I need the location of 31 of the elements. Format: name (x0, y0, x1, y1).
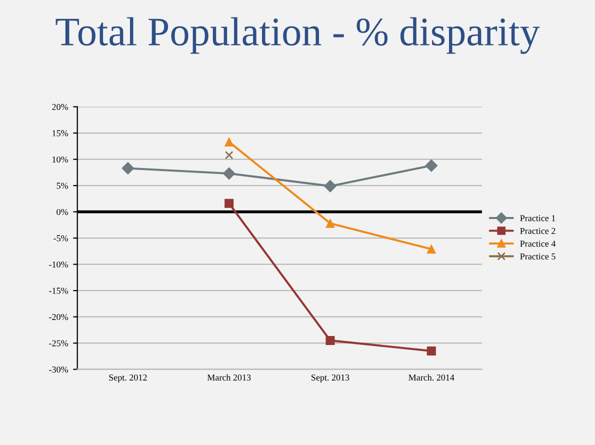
point (224, 198, 234, 208)
y-tick-label: 20% (52, 104, 68, 110)
y-tick-label: -10% (49, 261, 68, 268)
y-tick-label: 5% (56, 182, 68, 189)
point (224, 150, 234, 160)
legend-label: Practice 2 (520, 228, 556, 234)
legend-label: Practice 1 (520, 215, 556, 222)
point (224, 137, 234, 146)
y-tick-label: 10% (52, 156, 68, 163)
x-tick-label: March 2013 (207, 374, 251, 381)
point (426, 346, 436, 356)
legend-label: Practice 5 (520, 253, 556, 260)
chart-title: Total Population - % disparity (56, 17, 540, 54)
point (324, 180, 336, 192)
x-tick-label: Sept. 2013 (312, 374, 350, 382)
y-tick-label: -5% (54, 235, 68, 242)
point (326, 336, 335, 345)
y-tick-label: 0% (56, 208, 68, 216)
x-tick-label: Sept. 2012 (109, 374, 147, 382)
legend-label: Practice 4 (520, 240, 556, 247)
y-tick-label: 15% (52, 130, 68, 136)
y-tick-label: -25% (49, 340, 68, 346)
point (426, 244, 436, 254)
point (326, 218, 335, 228)
y-tick-label: -30% (49, 366, 68, 373)
point (222, 167, 236, 180)
point (122, 162, 134, 174)
x-tick-label: March. 2014 (408, 374, 454, 381)
y-tick-label: -15% (49, 288, 68, 294)
point (425, 159, 438, 172)
y-tick-label: -20% (49, 314, 68, 320)
